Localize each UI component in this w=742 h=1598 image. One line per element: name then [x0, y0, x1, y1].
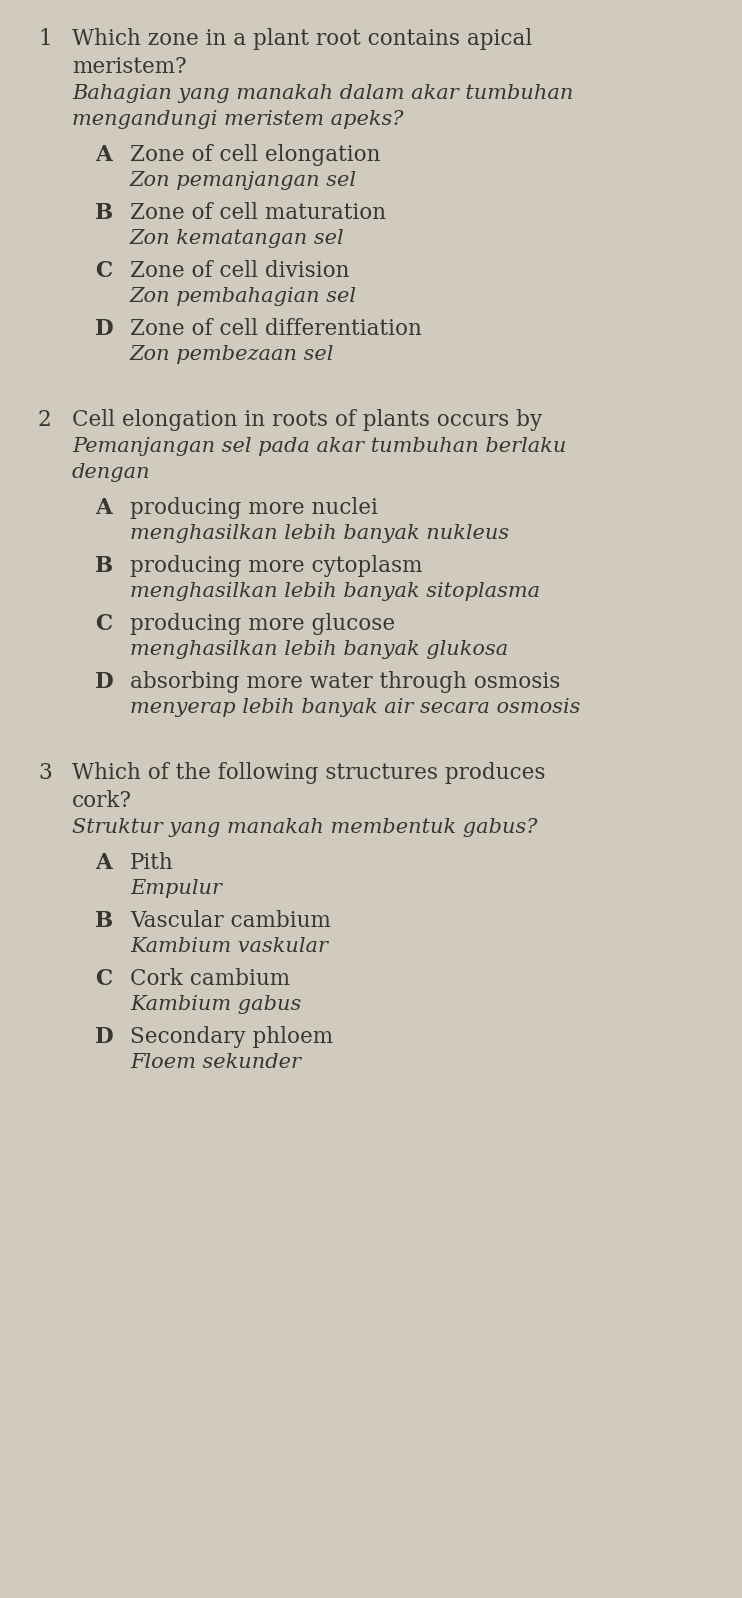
Text: Vascular cambium: Vascular cambium: [130, 909, 331, 932]
Text: Zon kematangan sel: Zon kematangan sel: [130, 229, 344, 248]
Text: Struktur yang manakah membentuk gabus?: Struktur yang manakah membentuk gabus?: [72, 818, 537, 837]
Text: 3: 3: [38, 762, 52, 785]
Text: mengandungi meristem apeks?: mengandungi meristem apeks?: [72, 110, 404, 129]
Text: Zon pembezaan sel: Zon pembezaan sel: [130, 345, 335, 364]
Text: Bahagian yang manakah dalam akar tumbuhan: Bahagian yang manakah dalam akar tumbuha…: [72, 85, 574, 102]
Text: Zone of cell differentiation: Zone of cell differentiation: [130, 318, 422, 340]
Text: C: C: [95, 260, 112, 281]
Text: cork?: cork?: [72, 789, 132, 812]
Text: A: A: [95, 852, 112, 874]
Text: Zone of cell maturation: Zone of cell maturation: [130, 201, 386, 224]
Text: menghasilkan lebih banyak nukleus: menghasilkan lebih banyak nukleus: [130, 524, 509, 543]
Text: meristem?: meristem?: [72, 56, 187, 78]
Text: B: B: [95, 909, 113, 932]
Text: B: B: [95, 201, 113, 224]
Text: Empulur: Empulur: [130, 879, 222, 898]
Text: absorbing more water through osmosis: absorbing more water through osmosis: [130, 671, 560, 694]
Text: A: A: [95, 144, 112, 166]
Text: Zon pembahagian sel: Zon pembahagian sel: [130, 288, 357, 305]
Text: Floem sekunder: Floem sekunder: [130, 1053, 301, 1072]
Text: Pith: Pith: [130, 852, 174, 874]
Text: Secondary phloem: Secondary phloem: [130, 1026, 333, 1048]
Text: C: C: [95, 968, 112, 991]
Text: menghasilkan lebih banyak glukosa: menghasilkan lebih banyak glukosa: [130, 641, 508, 658]
Text: D: D: [95, 1026, 114, 1048]
Text: producing more glucose: producing more glucose: [130, 614, 395, 634]
Text: Kambium vaskular: Kambium vaskular: [130, 936, 328, 956]
Text: D: D: [95, 671, 114, 694]
Text: Cork cambium: Cork cambium: [130, 968, 290, 991]
Text: dengan: dengan: [72, 463, 151, 483]
Text: Zone of cell division: Zone of cell division: [130, 260, 349, 281]
Text: Which of the following structures produces: Which of the following structures produc…: [72, 762, 545, 785]
Text: menyerap lebih banyak air secara osmosis: menyerap lebih banyak air secara osmosis: [130, 698, 580, 718]
Text: producing more cytoplasm: producing more cytoplasm: [130, 555, 422, 577]
Text: Kambium gabus: Kambium gabus: [130, 996, 301, 1015]
Text: B: B: [95, 555, 113, 577]
Text: Zon pemanjangan sel: Zon pemanjangan sel: [130, 171, 357, 190]
Text: Which zone in a plant root contains apical: Which zone in a plant root contains apic…: [72, 29, 532, 50]
Text: A: A: [95, 497, 112, 519]
Text: 1: 1: [38, 29, 52, 50]
Text: Zone of cell elongation: Zone of cell elongation: [130, 144, 381, 166]
Text: C: C: [95, 614, 112, 634]
Text: 2: 2: [38, 409, 52, 431]
Text: Pemanjangan sel pada akar tumbuhan berlaku: Pemanjangan sel pada akar tumbuhan berla…: [72, 436, 566, 455]
Text: menghasilkan lebih banyak sitoplasma: menghasilkan lebih banyak sitoplasma: [130, 582, 540, 601]
Text: D: D: [95, 318, 114, 340]
Text: producing more nuclei: producing more nuclei: [130, 497, 378, 519]
Text: Cell elongation in roots of plants occurs by: Cell elongation in roots of plants occur…: [72, 409, 542, 431]
